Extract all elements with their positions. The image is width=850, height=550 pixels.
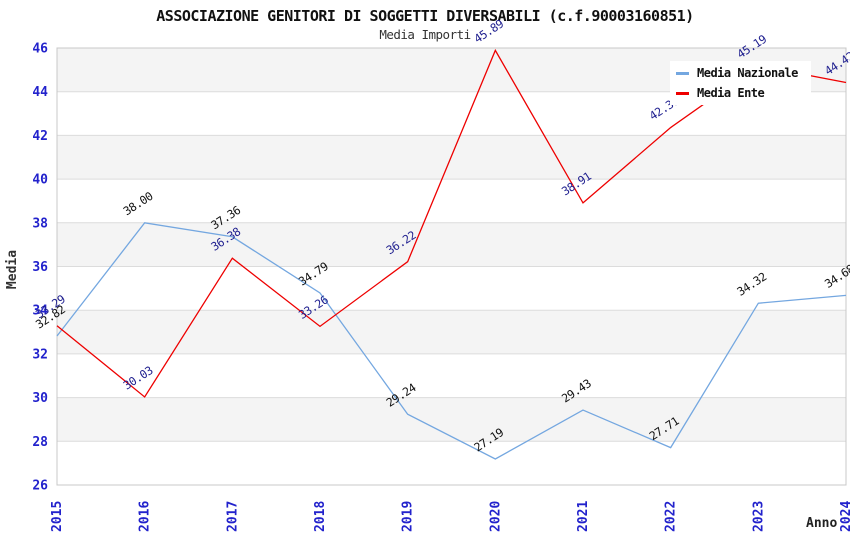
legend-label-ente: Media Ente <box>697 86 765 100</box>
y-tick-label: 42 <box>32 129 48 144</box>
x-tick-label: 2021 <box>576 501 591 532</box>
plot-band <box>57 266 846 311</box>
x-tick-label: 2018 <box>313 501 328 532</box>
y-tick-label: 44 <box>32 85 48 100</box>
x-tick-label: 2020 <box>488 501 503 532</box>
y-tick-label: 32 <box>32 347 48 362</box>
y-tick-label: 36 <box>32 260 48 275</box>
x-tick-label: 2016 <box>138 501 153 532</box>
x-tick-label: 2023 <box>751 501 766 532</box>
y-tick-label: 30 <box>32 391 48 406</box>
y-tick-label: 38 <box>32 216 48 231</box>
plot-border <box>56 47 847 486</box>
plot-band <box>57 353 846 398</box>
x-tick-label: 2017 <box>225 501 240 532</box>
legend-label-nazionale: Media Nazionale <box>697 66 798 80</box>
legend-item-media-nazionale: Media Nazionale <box>676 66 811 80</box>
plot-band <box>57 397 846 442</box>
y-tick-label: 34 <box>32 304 48 319</box>
legend-item-media-ente: Media Ente <box>676 86 811 100</box>
x-tick-label: 2015 <box>50 501 65 532</box>
plot-band <box>57 310 846 354</box>
line-swatch-nazionale-icon <box>676 71 689 75</box>
y-tick-label: 40 <box>32 173 48 188</box>
x-axis-title: Anno <box>806 516 838 531</box>
chart-title: ASSOCIAZIONE GENITORI DI SOGGETTI DIVERS… <box>156 7 694 25</box>
plot-band <box>57 441 846 485</box>
x-tick-label: 2019 <box>401 501 416 532</box>
y-tick-label: 46 <box>32 42 48 57</box>
y-tick-label: 26 <box>32 479 48 494</box>
legend: Media Nazionale Media Ente <box>670 61 811 105</box>
y-axis-title: Media <box>5 249 21 290</box>
chart-subtitle: Media Importi <box>379 27 471 42</box>
line-swatch-ente-icon <box>676 91 689 95</box>
x-tick-label: 2022 <box>664 501 679 532</box>
series-line-0 <box>56 222 847 460</box>
x-tick-label: 2024 <box>839 501 850 532</box>
y-tick-label: 28 <box>32 435 48 450</box>
data-label-series-1: 45.89 <box>471 16 506 46</box>
plot-band <box>57 222 846 267</box>
plot-band <box>57 179 846 223</box>
